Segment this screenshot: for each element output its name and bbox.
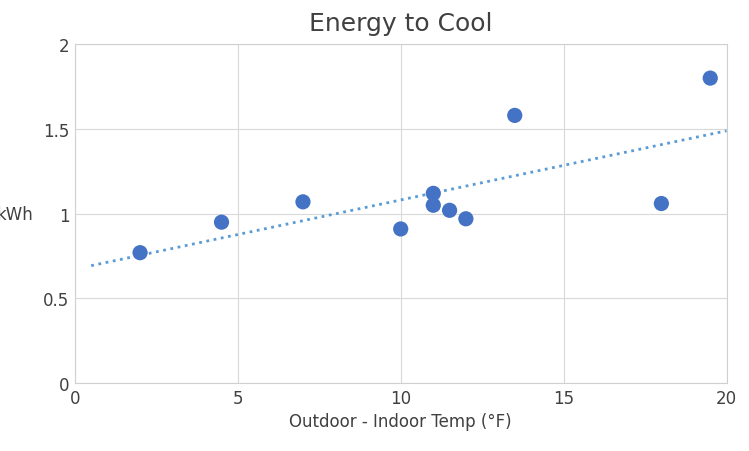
Point bbox=[134, 249, 146, 257]
Point bbox=[655, 200, 667, 207]
Point bbox=[216, 219, 228, 226]
Point bbox=[427, 202, 439, 209]
Point bbox=[427, 190, 439, 198]
Point bbox=[395, 226, 407, 233]
Point bbox=[443, 207, 455, 214]
Point bbox=[704, 75, 716, 83]
X-axis label: Outdoor - Indoor Temp (°F): Outdoor - Indoor Temp (°F) bbox=[289, 412, 512, 430]
Point bbox=[297, 199, 309, 206]
Point bbox=[509, 112, 521, 120]
Title: Energy to Cool: Energy to Cool bbox=[309, 12, 492, 36]
Point bbox=[460, 216, 472, 223]
Y-axis label: kWh: kWh bbox=[0, 205, 34, 223]
